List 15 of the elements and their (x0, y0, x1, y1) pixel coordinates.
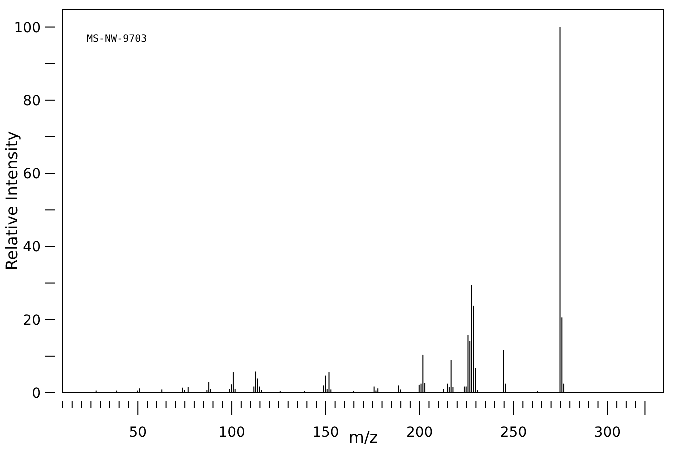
y-tick-label: 60 (23, 166, 41, 183)
y-axis-title: Relative Intensity (2, 131, 22, 271)
y-tick-label: 80 (23, 93, 41, 110)
x-tick-label: 200 (406, 425, 434, 441)
y-tick-label: 100 (14, 20, 41, 36)
x-tick-label: 50 (129, 425, 148, 441)
x-tick-label: 150 (312, 425, 340, 441)
y-tick-label: 20 (23, 312, 41, 329)
y-tick-label: 40 (23, 240, 41, 256)
x-tick-label: 300 (594, 425, 622, 441)
x-axis-title: m/z (348, 428, 378, 447)
x-tick-label: 100 (218, 425, 246, 441)
y-tick-label: 0 (32, 386, 41, 402)
annotation: MS-NW-9703 (87, 34, 148, 45)
x-tick-label: 250 (500, 425, 528, 441)
